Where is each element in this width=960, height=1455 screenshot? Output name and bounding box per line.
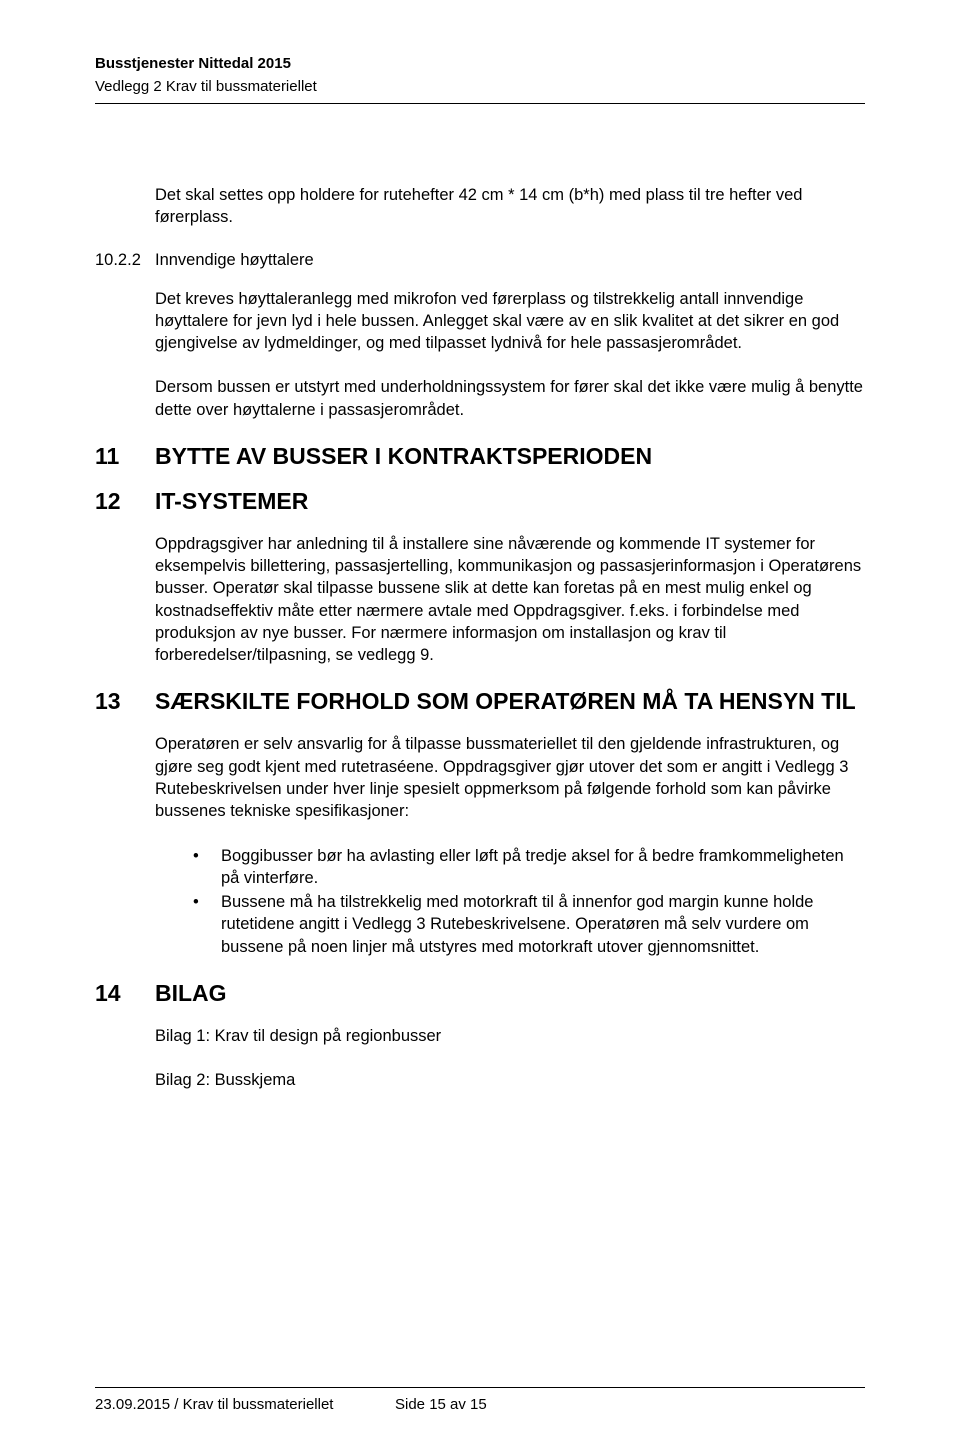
section-12-heading: 12 IT-SYSTEMER — [95, 488, 865, 515]
paragraph: Dersom bussen er utstyrt med underholdni… — [155, 376, 865, 421]
paragraph: Det kreves høyttaleranlegg med mikrofon … — [155, 288, 865, 355]
subsection-10-2-2-heading: 10.2.2 Innvendige høyttalere — [95, 251, 865, 270]
paragraph: Operatøren er selv ansvarlig for å tilpa… — [155, 733, 865, 822]
list-item: • Boggibusser bør ha avlasting eller løf… — [193, 845, 865, 890]
footer-row: 23.09.2015 / Krav til bussmateriellet Si… — [95, 1396, 865, 1413]
paragraph: Oppdragsgiver har anledning til å instal… — [155, 533, 865, 667]
page-footer: 23.09.2015 / Krav til bussmateriellet Si… — [95, 1387, 865, 1413]
footer-page-number: Side 15 av 15 — [395, 1396, 487, 1413]
section-14-heading: 14 BILAG — [95, 980, 865, 1007]
footer-left-text: 23.09.2015 / Krav til bussmateriellet — [95, 1396, 395, 1413]
list-item-text: Boggibusser bør ha avlasting eller løft … — [221, 845, 865, 890]
bullet-icon: • — [193, 845, 221, 890]
paragraph: Bilag 1: Krav til design på regionbusser — [155, 1025, 865, 1047]
section-number: 14 — [95, 980, 155, 1007]
subsection-title: Innvendige høyttalere — [155, 251, 314, 270]
header-rule — [95, 103, 865, 104]
header-title: Busstjenester Nittedal 2015 — [95, 55, 865, 72]
subsection-number: 10.2.2 — [95, 251, 155, 270]
section-number: 11 — [95, 443, 155, 470]
section-title: BILAG — [155, 980, 227, 1007]
section-number: 12 — [95, 488, 155, 515]
paragraph: Bilag 2: Busskjema — [155, 1069, 865, 1091]
section-13-heading: 13 SÆRSKILTE FORHOLD SOM OPERATØREN MÅ T… — [95, 688, 865, 715]
section-number: 13 — [95, 688, 155, 715]
section-title: SÆRSKILTE FORHOLD SOM OPERATØREN MÅ TA H… — [155, 688, 856, 715]
section-11-heading: 11 BYTTE AV BUSSER I KONTRAKTSPERIODEN — [95, 443, 865, 470]
list-item-text: Bussene må ha tilstrekkelig med motorkra… — [221, 891, 865, 958]
intro-paragraph: Det skal settes opp holdere for ruteheft… — [155, 184, 865, 229]
section-title: BYTTE AV BUSSER I KONTRAKTSPERIODEN — [155, 443, 652, 470]
footer-rule — [95, 1387, 865, 1388]
section-title: IT-SYSTEMER — [155, 488, 308, 515]
header-subtitle: Vedlegg 2 Krav til bussmateriellet — [95, 78, 865, 95]
bullet-icon: • — [193, 891, 221, 958]
document-page: Busstjenester Nittedal 2015 Vedlegg 2 Kr… — [0, 0, 960, 1455]
bullet-list: • Boggibusser bør ha avlasting eller løf… — [193, 845, 865, 958]
list-item: • Bussene må ha tilstrekkelig med motork… — [193, 891, 865, 958]
